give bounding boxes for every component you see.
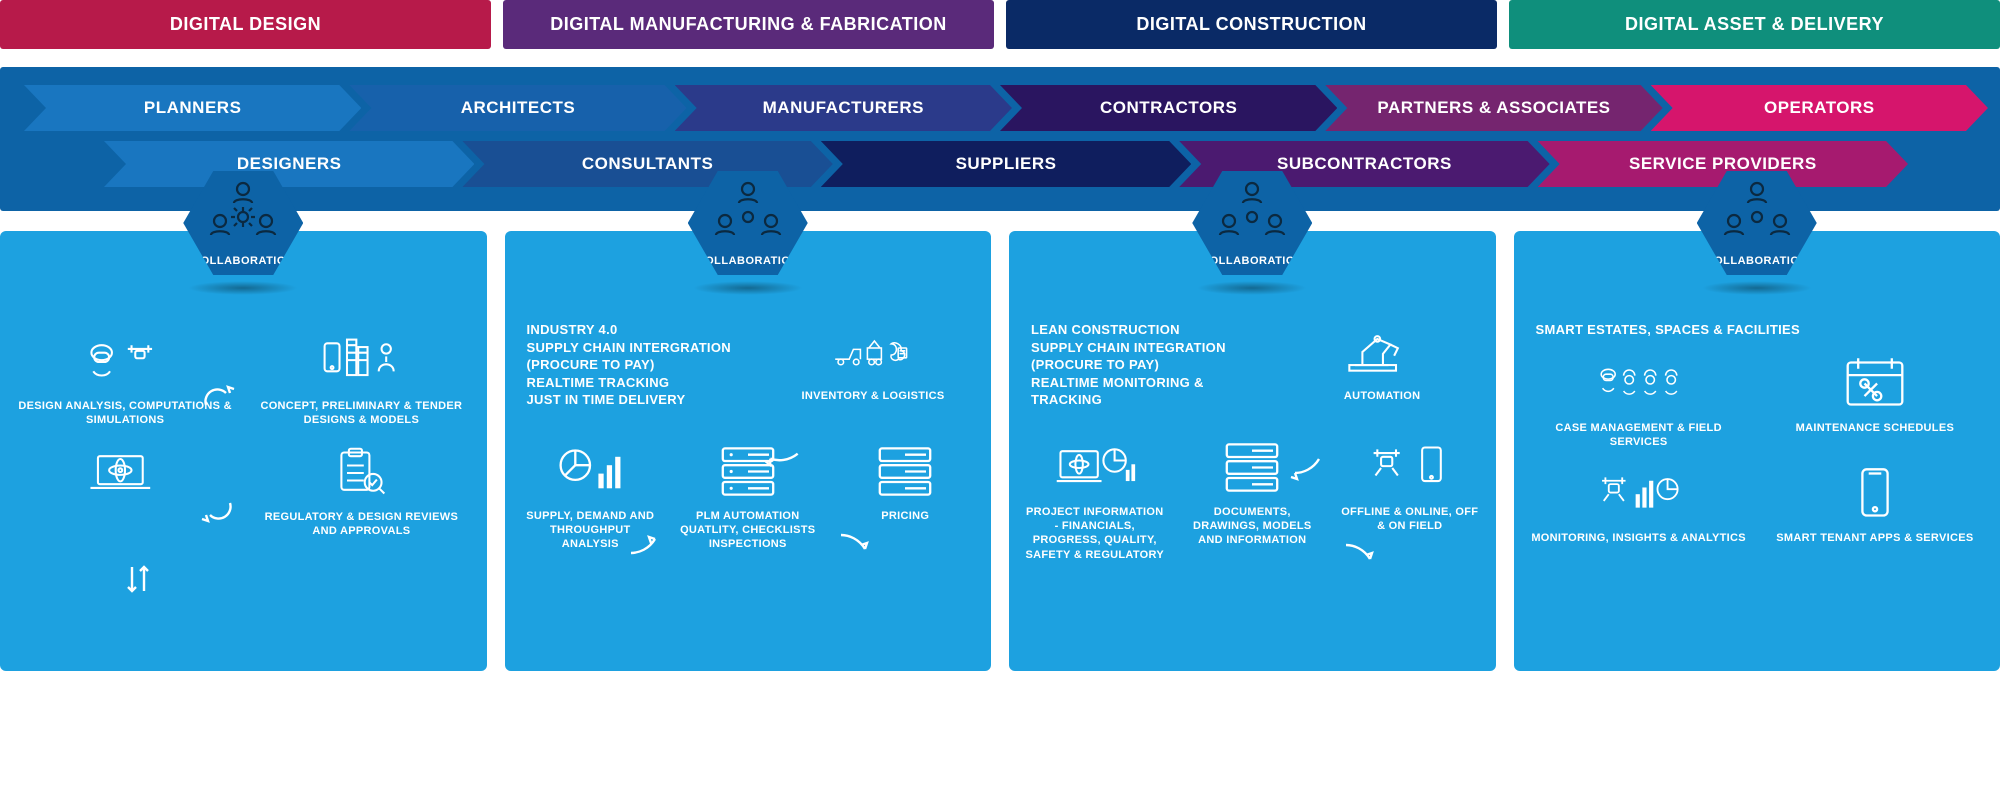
panel-item: CASE MANAGEMENT & FIELD SERVICES [1530, 353, 1748, 450]
laptop-atom-icon [83, 442, 167, 504]
cycle-arrow-icon [835, 521, 871, 557]
role-chevron: MANUFACTURERS [675, 85, 1012, 131]
concept-design-icon [319, 331, 403, 393]
panel-item: MONITORING, INSIGHTS & ANALYTICS [1530, 463, 1748, 545]
collaboration-badge: COLLABORATION [178, 171, 308, 295]
automation-robot-icon [1340, 321, 1424, 383]
panel-manufacturing: COLLABORATION INDUSTRY 4.0 SUPPLY CHAIN … [505, 231, 992, 671]
phase-tabs: DIGITAL DESIGN DIGITAL MANUFACTURING & F… [0, 0, 2000, 49]
item-label: PROJECT INFORMATION - FINANCIALS, PROGRE… [1025, 505, 1165, 562]
clipboard-check-icon [319, 442, 403, 504]
panel-item: SMART TENANT APPS & SERVICES [1766, 463, 1984, 545]
item-label: CONCEPT, PRELIMINARY & TENDER DESIGNS & … [252, 399, 470, 428]
roles-row-1: PLANNERS ARCHITECTS MANUFACTURERS CONTRA… [24, 85, 1976, 131]
item-label: OFFLINE & ONLINE, OFF & ON FIELD [1340, 505, 1480, 534]
collaboration-badge: COLLABORATION [683, 171, 813, 295]
collaboration-icon [1712, 177, 1802, 247]
role-chevron: SUPPLIERS [821, 141, 1191, 187]
collaboration-icon [198, 177, 288, 247]
documents-server-icon [1210, 437, 1294, 499]
role-chevron: OPERATORS [1651, 85, 1988, 131]
panel-heading: SMART ESTATES, SPACES & FACILITIES [1536, 321, 1979, 339]
collaboration-badge: COLLABORATION [1187, 171, 1317, 295]
item-label: DOCUMENTS, DRAWINGS, MODELS AND INFORMAT… [1183, 505, 1323, 548]
panel-item: INVENTORY & LOGISTICS [771, 321, 975, 403]
drone-mobile-icon [1368, 437, 1452, 499]
role-chevron: CONTRACTORS [1000, 85, 1337, 131]
phase-tab: DIGITAL ASSET & DELIVERY [1509, 0, 2000, 49]
collaboration-label: COLLABORATION [697, 255, 799, 267]
vr-drone-icon [83, 331, 167, 393]
badge-shadow [188, 281, 298, 295]
collaboration-label: COLLABORATION [1706, 255, 1808, 267]
panel-asset-delivery: COLLABORATION SMART ESTATES, SPACES & FA… [1514, 231, 2000, 671]
badge-shadow [1197, 281, 1307, 295]
pricing-server-icon [863, 441, 947, 503]
panel-construction: COLLABORATION LEAN CONSTRUCTION SUPPLY C… [1009, 231, 1496, 671]
item-label: PLM AUTOMATION QUATLITY, CHECKLISTS INSP… [678, 509, 818, 552]
tenant-apps-icon [1833, 463, 1917, 525]
panel-item: AUTOMATION [1285, 321, 1480, 403]
collaboration-badge: COLLABORATION [1692, 171, 1822, 295]
badge-shadow [1702, 281, 1812, 295]
item-label: AUTOMATION [1285, 389, 1480, 403]
panel-design: COLLABORATION DESIGN ANALYSIS, COMPUTATI… [0, 231, 487, 671]
panel-item: PROJECT INFORMATION - FINANCIALS, PROGRE… [1025, 437, 1165, 562]
inventory-logistics-icon [831, 321, 915, 383]
item-label: INVENTORY & LOGISTICS [771, 389, 975, 403]
panel-item: REGULATORY & DESIGN REVIEWS AND APPROVAL… [252, 442, 470, 539]
collaboration-label: COLLABORATION [1201, 255, 1303, 267]
panel-item: MAINTENANCE SCHEDULES [1766, 353, 1984, 450]
supply-demand-icon [548, 441, 632, 503]
item-label: CASE MANAGEMENT & FIELD SERVICES [1530, 421, 1748, 450]
cycle-arrow-icon [200, 381, 236, 417]
cycle-arrow-icon [1289, 451, 1325, 487]
collaboration-icon [703, 177, 793, 247]
role-chevron: ARCHITECTS [349, 85, 686, 131]
cycle-arrow-icon [200, 491, 236, 527]
roles-row-2: DESIGNERS CONSULTANTS SUPPLIERS SUBCONTR… [24, 141, 1976, 187]
item-label: REGULATORY & DESIGN REVIEWS AND APPROVAL… [252, 510, 470, 539]
cycle-arrow-icon [625, 531, 661, 567]
item-label: MAINTENANCE SCHEDULES [1766, 421, 1984, 435]
maintenance-schedule-icon [1833, 353, 1917, 415]
badge-shadow [693, 281, 803, 295]
cycle-arrow-icon [1340, 531, 1376, 567]
monitoring-analytics-icon [1597, 463, 1681, 525]
phase-tab: DIGITAL CONSTRUCTION [1006, 0, 1497, 49]
field-workers-icon [1597, 353, 1681, 415]
panel-heading: INDUSTRY 4.0 SUPPLY CHAIN INTERGRATION (… [527, 321, 751, 409]
panel-item: CONCEPT, PRELIMINARY & TENDER DESIGNS & … [252, 331, 470, 428]
item-label: MONITORING, INSIGHTS & ANALYTICS [1530, 531, 1748, 545]
collaboration-icon [1207, 177, 1297, 247]
phase-tab: DIGITAL DESIGN [0, 0, 491, 49]
panel-heading: LEAN CONSTRUCTION SUPPLY CHAIN INTEGRATI… [1031, 321, 1265, 409]
phase-tab: DIGITAL MANUFACTURING & FABRICATION [503, 0, 994, 49]
collaboration-label: COLLABORATION [192, 255, 294, 267]
item-label: SMART TENANT APPS & SERVICES [1766, 531, 1984, 545]
role-chevron: PLANNERS [24, 85, 361, 131]
panels-row: COLLABORATION DESIGN ANALYSIS, COMPUTATI… [0, 231, 2000, 671]
role-chevron: PARTNERS & ASSOCIATES [1325, 85, 1662, 131]
cycle-arrow-icon [120, 561, 156, 597]
cycle-arrow-icon [765, 441, 801, 477]
project-info-icon [1053, 437, 1137, 499]
